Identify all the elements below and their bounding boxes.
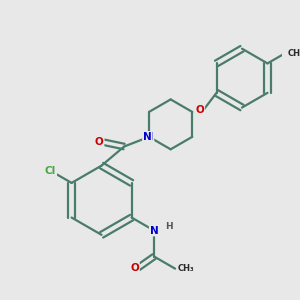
Text: Cl: Cl	[45, 166, 56, 176]
Text: N: N	[150, 226, 158, 236]
Text: N: N	[143, 132, 152, 142]
Text: N: N	[145, 132, 153, 142]
Text: O: O	[196, 105, 204, 115]
Text: H: H	[165, 222, 172, 231]
Text: O: O	[130, 263, 139, 273]
Text: CH₃: CH₃	[178, 264, 194, 273]
Text: O: O	[95, 137, 103, 147]
Text: CH₃: CH₃	[288, 49, 300, 58]
